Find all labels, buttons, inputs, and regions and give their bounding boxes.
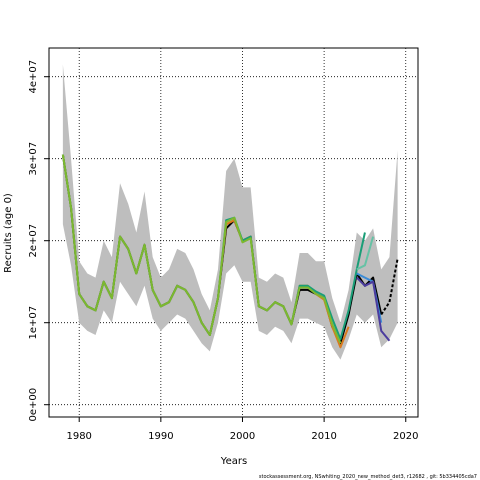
y-axis-ticks: 0e+00 1e+07 2e+07 3e+07 4e+07 xyxy=(28,60,49,422)
y-tick-label: 1e+07 xyxy=(28,306,39,340)
y-axis-title: Recruits (age 0) xyxy=(3,193,14,273)
confidence-band-layer xyxy=(62,64,398,360)
x-axis-ticks: 1980 1990 2000 2010 2020 xyxy=(66,417,418,442)
x-tick-label: 2010 xyxy=(311,431,336,442)
y-tick-label: 2e+07 xyxy=(28,224,39,258)
confidence-band xyxy=(62,64,398,360)
plot-frame xyxy=(48,47,419,418)
series-line-4 xyxy=(356,236,375,271)
y-tick-label: 3e+07 xyxy=(28,142,39,176)
series-line-6 xyxy=(356,276,391,342)
x-axis-title: Years xyxy=(220,456,247,467)
footnote: stockassessment.org, NSwhiting_2020_new_… xyxy=(259,474,477,480)
x-tick-label: 2020 xyxy=(393,431,418,442)
y-tick-label: 0e+00 xyxy=(28,388,39,422)
series-lines-layer xyxy=(61,154,399,349)
x-tick-label: 1980 xyxy=(66,431,91,442)
x-tick-label: 1990 xyxy=(148,431,173,442)
y-tick-label: 4e+07 xyxy=(28,60,39,94)
series-line-7 xyxy=(61,154,342,344)
x-tick-label: 2000 xyxy=(230,431,255,442)
